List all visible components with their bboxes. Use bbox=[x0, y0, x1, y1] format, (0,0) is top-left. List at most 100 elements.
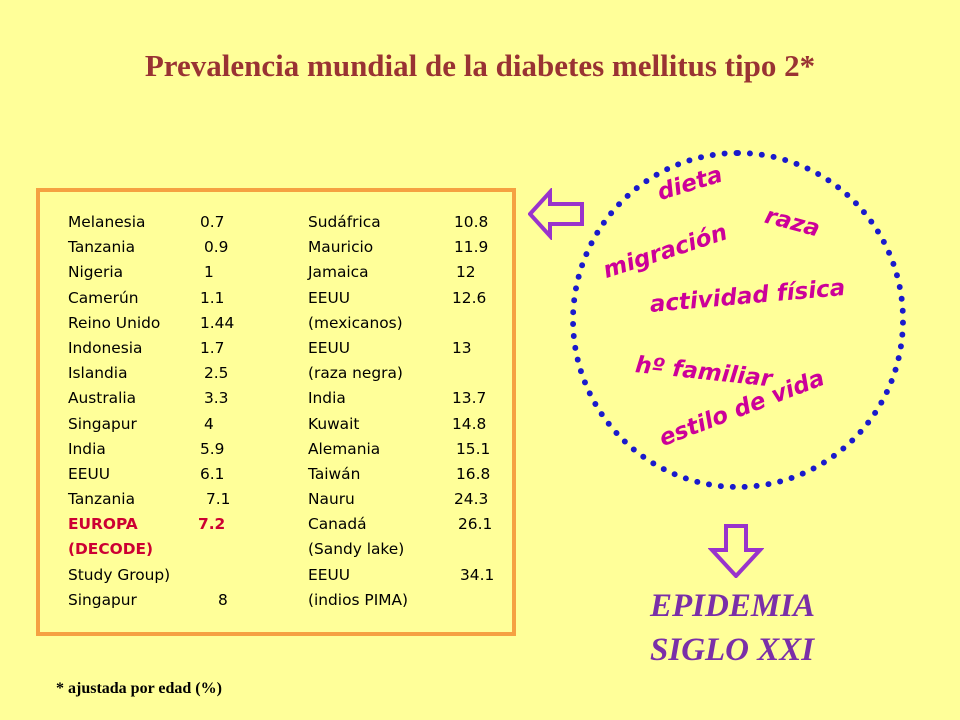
table-row: Melanesia 0.7 bbox=[68, 210, 283, 235]
prevalence-value: 24.3 bbox=[454, 490, 489, 509]
prevalence-value: 1.44 bbox=[200, 313, 235, 332]
country-name: Islandia bbox=[68, 364, 128, 383]
country-name: EEUU bbox=[308, 338, 350, 357]
prevalence-column-right: Sudáfrica 10.8 Mauricio 11.9 Jamaica 12 EEUU 12… bbox=[308, 210, 523, 613]
country-name: EEUU bbox=[68, 464, 110, 483]
country-name: Study Group) bbox=[68, 565, 171, 584]
country-name: India bbox=[308, 389, 346, 408]
table-row: EEUU 34.1 bbox=[308, 563, 523, 588]
table-row: (indios PIMA) bbox=[308, 588, 523, 613]
table-row: (raza negra) bbox=[308, 361, 523, 386]
conclusion-line1: EPIDEMIA bbox=[650, 588, 816, 624]
prevalence-value: 0.9 bbox=[204, 238, 229, 257]
country-name: Camerún bbox=[68, 288, 139, 307]
table-row: (DECODE) bbox=[68, 537, 283, 562]
prevalence-value: 7.2 bbox=[198, 515, 226, 534]
prevalence-value: 11.9 bbox=[454, 238, 489, 257]
country-name: India bbox=[68, 439, 106, 458]
country-name: (raza negra) bbox=[308, 364, 403, 383]
country-name: Mauricio bbox=[308, 238, 374, 257]
table-row: (Sandy lake) bbox=[308, 537, 523, 562]
table-row: Indonesia 1.7 bbox=[68, 336, 283, 361]
table-row: Sudáfrica 10.8 bbox=[308, 210, 523, 235]
table-row: EUROPA 7.2 bbox=[68, 512, 283, 537]
prevalence-table: Melanesia 0.7 Tanzania 0.9 Nigeria 1 Camerún 1.… bbox=[36, 188, 516, 636]
table-row: Tanzania 0.9 bbox=[68, 235, 283, 260]
country-name: Jamaica bbox=[308, 263, 369, 282]
table-row: Kuwait 14.8 bbox=[308, 412, 523, 437]
prevalence-value: 12.6 bbox=[452, 288, 487, 307]
footnote: * ajustada por edad (%) bbox=[56, 680, 222, 697]
country-name: Taiwán bbox=[308, 464, 361, 483]
arrow-left-icon bbox=[528, 188, 584, 240]
prevalence-value: 1.1 bbox=[200, 288, 225, 307]
prevalence-value: 16.8 bbox=[456, 464, 491, 483]
prevalence-value: 8 bbox=[218, 590, 228, 609]
table-row: Australia 3.3 bbox=[68, 386, 283, 411]
table-row: Mauricio 11.9 bbox=[308, 235, 523, 260]
table-row: Camerún 1.1 bbox=[68, 286, 283, 311]
prevalence-value: 15.1 bbox=[456, 439, 491, 458]
prevalence-value: 13.7 bbox=[452, 389, 487, 408]
conclusion-line2: SIGLO XXI bbox=[650, 632, 815, 668]
prevalence-column-left: Melanesia 0.7 Tanzania 0.9 Nigeria 1 Camerún 1.… bbox=[68, 210, 283, 613]
country-name: Australia bbox=[68, 389, 137, 408]
country-name: Canadá bbox=[308, 515, 367, 534]
table-row: Alemania 15.1 bbox=[308, 437, 523, 462]
prevalence-value: 4 bbox=[204, 414, 214, 433]
table-row: EEUU 12.6 bbox=[308, 286, 523, 311]
country-name: Tanzania bbox=[68, 238, 136, 257]
prevalence-value: 3.3 bbox=[204, 389, 229, 408]
prevalence-value: 34.1 bbox=[460, 565, 495, 584]
country-name: EEUU bbox=[308, 565, 350, 584]
prevalence-value: 1 bbox=[204, 263, 214, 282]
prevalence-value: 6.1 bbox=[200, 464, 225, 483]
prevalence-value: 5.9 bbox=[200, 439, 225, 458]
prevalence-value: 2.5 bbox=[204, 364, 229, 383]
country-name: Singapur bbox=[68, 590, 137, 609]
country-name: (DECODE) bbox=[68, 540, 154, 559]
prevalence-value: 14.8 bbox=[452, 414, 487, 433]
table-row: Reino Unido 1.44 bbox=[68, 311, 283, 336]
country-name: Indonesia bbox=[68, 338, 143, 357]
table-row: EEUU 6.1 bbox=[68, 462, 283, 487]
table-row: Nigeria 1 bbox=[68, 260, 283, 285]
risk-factors-circle bbox=[570, 150, 906, 490]
country-name: Nauru bbox=[308, 490, 355, 509]
table-row: India 13.7 bbox=[308, 386, 523, 411]
country-name: EUROPA bbox=[68, 515, 138, 534]
table-row: Singapur 8 bbox=[68, 588, 283, 613]
table-row: Singapur 4 bbox=[68, 412, 283, 437]
country-name: Melanesia bbox=[68, 213, 146, 231]
arrow-down-icon bbox=[708, 524, 764, 578]
prevalence-value: 0.7 bbox=[200, 213, 225, 231]
country-name: Kuwait bbox=[308, 414, 360, 433]
prevalence-value: 10.8 bbox=[454, 213, 489, 231]
country-name: EEUU bbox=[308, 288, 350, 307]
table-row: Tanzania 7.1 bbox=[68, 487, 283, 512]
country-name: (indios PIMA) bbox=[308, 590, 409, 609]
country-name: (mexicanos) bbox=[308, 313, 403, 332]
slide-title: Prevalencia mundial de la diabetes melli… bbox=[144, 48, 816, 83]
prevalence-value: 13 bbox=[452, 338, 472, 357]
prevalence-value: 12 bbox=[456, 263, 476, 282]
table-row: Islandia 2.5 bbox=[68, 361, 283, 386]
table-row: Study Group) bbox=[68, 563, 283, 588]
country-name: Alemania bbox=[308, 439, 381, 458]
country-name: Reino Unido bbox=[68, 313, 161, 332]
prevalence-value: 1.7 bbox=[200, 338, 225, 357]
country-name: Singapur bbox=[68, 414, 137, 433]
table-row: Taiwán 16.8 bbox=[308, 462, 523, 487]
table-row: Jamaica 12 bbox=[308, 260, 523, 285]
prevalence-value: 26.1 bbox=[458, 515, 493, 534]
table-row: Nauru 24.3 bbox=[308, 487, 523, 512]
table-row: EEUU 13 bbox=[308, 336, 523, 361]
country-name: Tanzania bbox=[68, 490, 136, 509]
table-row: (mexicanos) bbox=[308, 311, 523, 336]
table-row: India 5.9 bbox=[68, 437, 283, 462]
prevalence-value: 7.1 bbox=[206, 490, 231, 509]
country-name: Nigeria bbox=[68, 263, 124, 282]
table-row: Canadá 26.1 bbox=[308, 512, 523, 537]
country-name: Sudáfrica bbox=[308, 213, 381, 231]
country-name: (Sandy lake) bbox=[308, 540, 405, 559]
